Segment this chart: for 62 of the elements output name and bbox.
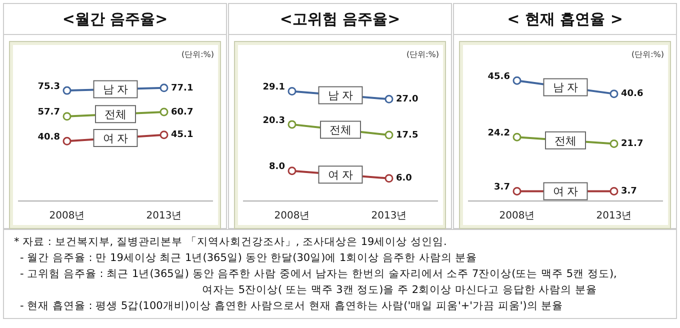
point	[160, 130, 168, 140]
point	[384, 130, 394, 140]
point	[384, 174, 394, 183]
x-tick-label: 2008년	[274, 210, 310, 222]
data-label: 21.7	[621, 139, 644, 150]
data-label: 45.6	[488, 72, 510, 82]
series-label: 남 자	[102, 83, 128, 96]
data-label: 27.0	[396, 94, 418, 105]
point	[512, 76, 522, 85]
point	[288, 87, 296, 96]
x-tick-label: 2013년	[146, 210, 182, 222]
data-label: 3.7	[621, 186, 637, 197]
series-label: 남 자	[328, 89, 354, 102]
x-tick-label: 2013년	[371, 210, 407, 222]
data-label: 40.6	[621, 89, 644, 100]
text: 여자는 5잔이상( 또는 맥주 3캔 정도)을 주 2회이상 마신다고 응답한 사람의 분율	[201, 283, 598, 298]
x-tick-label: 2013년	[596, 210, 632, 222]
data-label: 60.7	[171, 107, 194, 118]
text: (단위:%)	[406, 49, 439, 60]
series-label: 전체	[104, 108, 126, 122]
data-label: 20.3	[262, 116, 285, 126]
data-label: 40.8	[38, 132, 60, 143]
text: - 월간 음주율 : 만 19세이상 최근 1년(365일) 동안 한달(30일)에 1회이상 음주한 사람의 분율	[19, 251, 478, 266]
data-label: 17.5	[396, 130, 418, 140]
point	[610, 139, 618, 148]
point	[512, 132, 522, 142]
chart-title: <고위험 음주율>	[229, 4, 451, 35]
data-label: 77.1	[171, 83, 194, 94]
point	[62, 86, 72, 95]
data-label: 8.0	[269, 162, 285, 172]
series-label: 여 자	[102, 132, 128, 145]
series-label: 전체	[554, 134, 576, 148]
point	[384, 94, 394, 104]
point	[610, 186, 618, 196]
point	[160, 84, 168, 92]
text: - 고위험 음주율 : 최근 1년(365일) 동안 음주한 사람 중에서 남자는 한번의 술자리에서 소주 7잔이상(또는 맥주 5캔 정도),	[19, 267, 618, 282]
point	[62, 136, 72, 146]
x-tick-label: 2008년	[49, 210, 85, 222]
point	[512, 186, 522, 196]
text: - 현재 흡연율 : 평생 5갑(100개비)이상 흡연한 사람으로서 현재 흡연하는 사람('매일 피움'+'가끔 피움')의 분율	[19, 299, 564, 314]
point	[610, 90, 618, 98]
data-label: 6.0	[396, 174, 412, 184]
point	[288, 166, 296, 176]
data-label: 24.2	[488, 128, 510, 138]
x-tick-label: 2008년	[499, 210, 535, 222]
text: (단위:%)	[181, 49, 214, 60]
data-label: 3.7	[494, 182, 510, 193]
text: * 자료 : 보건복지부, 질병관리본부 「지역사회건강조사」, 조사대상은 19세이상 성인임.	[14, 235, 448, 250]
point	[160, 108, 168, 116]
data-label: 45.1	[171, 130, 194, 140]
point	[62, 112, 72, 121]
series-label: 전체	[330, 124, 352, 137]
text: (단위:%)	[631, 49, 664, 60]
series-label: 남 자	[552, 81, 578, 94]
data-label: 29.1	[262, 82, 285, 93]
point	[288, 120, 296, 129]
data-label: 75.3	[38, 82, 60, 92]
series-label: 여 자	[552, 185, 578, 198]
chart-title: <월간 음주율>	[4, 4, 226, 35]
chart-title: < 현재 흡연율 >	[454, 4, 676, 35]
data-label: 57.7	[38, 108, 60, 118]
series-label: 여 자	[328, 168, 354, 182]
